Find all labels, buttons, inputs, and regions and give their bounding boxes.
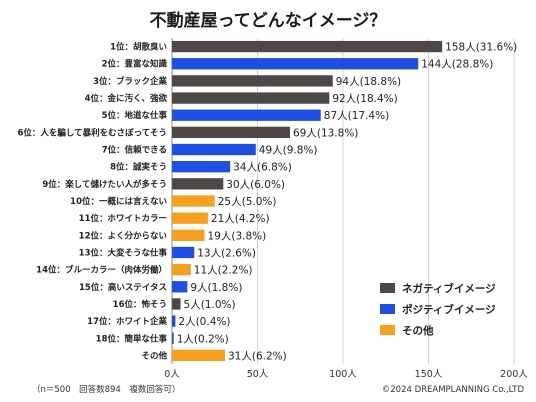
bar — [172, 92, 330, 104]
legend-label: その他 — [402, 324, 434, 337]
category-label: 7位：信頼できる — [102, 145, 167, 156]
value-label: 49人(9.8%) — [259, 145, 318, 157]
bar — [172, 246, 195, 259]
value-label: 69人(13.8%) — [293, 127, 358, 139]
x-axis: 0人 50人 100人 150人 200人 — [164, 369, 528, 380]
x-tick-label: 200人 — [500, 369, 528, 380]
bar — [172, 349, 226, 362]
x-tick-label: 50人 — [247, 369, 269, 380]
bar — [172, 281, 188, 293]
footer-note: （n＝500 回答数894 複数回答可） — [32, 384, 180, 395]
legend-label: ネガティブイメージ — [402, 282, 496, 295]
bar — [172, 161, 231, 173]
legend-swatch — [380, 283, 395, 293]
legend-swatch — [380, 304, 395, 314]
category-label: 3位：ブラック企業 — [93, 76, 167, 87]
category-label: 1位：胡散臭い — [110, 42, 167, 53]
value-label: 25人(5.0%) — [218, 196, 277, 208]
value-label: 94人(18.8%) — [336, 76, 401, 88]
bar — [172, 263, 191, 276]
category-label: 17位：ホワイト企業 — [87, 316, 167, 327]
x-tick-label: 0人 — [164, 369, 180, 380]
value-label: 19人(3.8%) — [207, 230, 266, 242]
category-label: 11位：ホワイトカラー — [79, 213, 167, 224]
bar — [172, 109, 321, 121]
value-label: 11人(2.2%) — [194, 265, 253, 277]
bar — [172, 58, 419, 70]
bar — [172, 75, 333, 87]
value-label: 2人(0.4%) — [178, 316, 230, 328]
value-label: 9人(1.8%) — [190, 282, 242, 294]
legend-swatch — [380, 325, 395, 335]
value-label: 1人(0.2%) — [177, 333, 229, 345]
bar — [172, 126, 290, 139]
category-label: 6位：人を騙して暴利をむさぼってそう — [18, 127, 167, 138]
value-label: 5人(1.0%) — [184, 299, 236, 311]
labels: 1位：胡散臭い 158人(31.6%) 2位：豊富な知識 144人(28.8%) 3位：… — [18, 42, 518, 363]
value-label: 144人(28.8%) — [421, 59, 493, 71]
x-tick-label: 100人 — [329, 369, 357, 380]
value-label: 92人(18.4%) — [332, 93, 397, 105]
bar — [172, 229, 205, 241]
category-label: 12位：よく分からない — [79, 230, 167, 241]
category-label: 16位：怖そう — [113, 299, 167, 310]
chart-title: 不動産屋ってどんなイメージ？ — [150, 10, 387, 31]
category-label: その他 — [141, 350, 167, 361]
category-label: 4位：金に汚く、強欲 — [85, 93, 168, 104]
category-label: 10位：一概には言えない — [70, 196, 167, 207]
value-label: 31人(6.2%) — [228, 350, 287, 362]
category-label: 13位：大変そうな仕事 — [79, 247, 168, 258]
value-label: 21人(4.2%) — [211, 213, 270, 225]
x-tick-label: 150人 — [415, 369, 443, 380]
bars — [172, 40, 443, 362]
bar — [172, 332, 174, 344]
bar — [172, 315, 176, 327]
bar — [172, 40, 443, 53]
footer-copyright: ©2024 DREAMPLANNING Co.,LTD — [382, 385, 525, 395]
value-label: 158人(31.6%) — [445, 42, 517, 54]
bar — [172, 178, 224, 190]
category-label: 2位：豊富な知識 — [102, 59, 168, 70]
value-label: 13人(2.6%) — [197, 247, 256, 259]
category-label: 8位：誠実そう — [110, 162, 167, 173]
legend-label: ポジティブイメージ — [402, 303, 496, 316]
value-label: 34人(6.8%) — [233, 162, 292, 174]
category-label: 5位：地道な仕事 — [102, 110, 168, 121]
category-label: 9位：楽して儲けたい人が多そう — [42, 179, 167, 190]
bar — [172, 195, 215, 207]
value-label: 87人(17.4%) — [324, 110, 389, 122]
category-label: 18位：簡単な仕事 — [96, 333, 168, 344]
category-label: 14位：ブルーカラー（肉体労働） — [36, 265, 167, 276]
bar — [172, 212, 208, 224]
category-label: 15位：高いステイタス — [79, 282, 167, 293]
bar — [172, 143, 256, 156]
bar — [172, 298, 181, 310]
grid — [171, 38, 515, 364]
value-label: 30人(6.0%) — [226, 179, 285, 191]
